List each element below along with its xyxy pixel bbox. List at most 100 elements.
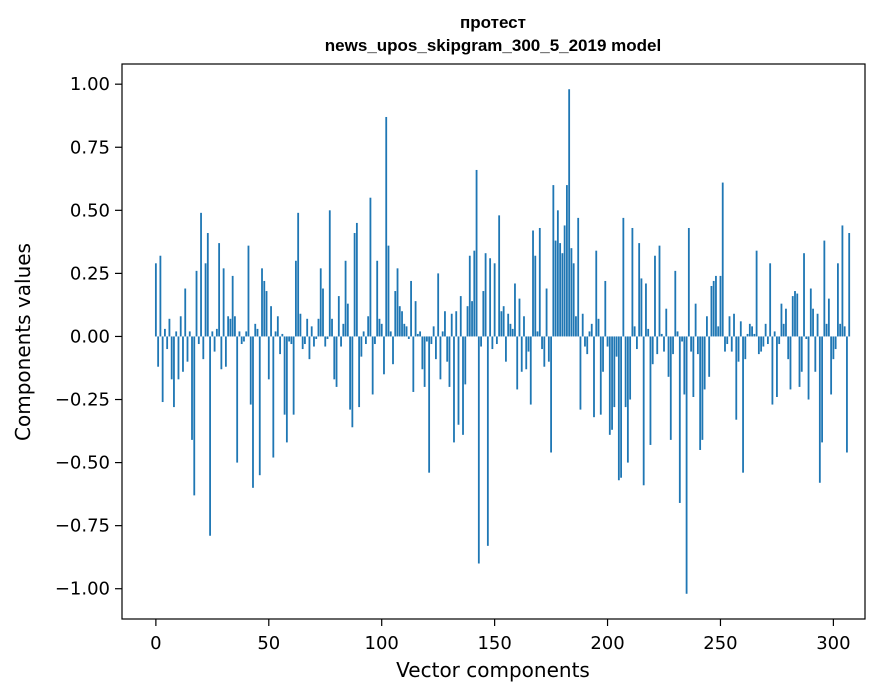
- bar-260: [742, 336, 744, 473]
- bar-129: [446, 336, 449, 362]
- x-axis-ticks: 0 50 100 150 200 250 300: [150, 619, 851, 654]
- bar-39: [243, 336, 245, 342]
- bar-263: [748, 323, 751, 337]
- bar-274: [773, 331, 776, 337]
- bar-133: [455, 311, 458, 337]
- bar-15: [188, 331, 191, 337]
- bar-8: [173, 336, 175, 408]
- bar-112: [407, 336, 410, 339]
- bar-236: [687, 227, 690, 337]
- bar-104: [389, 331, 392, 337]
- bar-137: [464, 336, 467, 385]
- bar-141: [473, 250, 476, 337]
- bar-100: [380, 323, 383, 337]
- bar-65: [301, 336, 304, 350]
- bar-218: [647, 328, 650, 337]
- bar-124: [435, 336, 437, 360]
- bar-286: [800, 336, 803, 372]
- bar-92: [362, 331, 365, 337]
- bar-227: [667, 336, 670, 377]
- bar-179: [559, 243, 562, 337]
- bar-157: [509, 323, 512, 337]
- bar-264: [751, 326, 753, 337]
- bar-30: [222, 268, 225, 337]
- bar-72: [317, 318, 320, 337]
- y-tick-label-1: −0.75: [55, 516, 110, 537]
- bar-117: [419, 331, 422, 337]
- bar-306: [846, 336, 848, 453]
- bar-108: [398, 306, 401, 337]
- bar-114: [412, 336, 415, 392]
- bar-167: [532, 230, 534, 337]
- bar-251: [721, 182, 724, 337]
- bar-0: [154, 263, 157, 337]
- bar-57: [283, 336, 286, 415]
- bar-226: [665, 308, 668, 337]
- bar-256: [733, 313, 735, 337]
- bar-97: [374, 336, 376, 345]
- y-tick-label-3: −0.25: [55, 390, 110, 411]
- bar-195: [595, 250, 598, 337]
- bar-106: [394, 291, 397, 337]
- bar-225: [663, 336, 665, 352]
- bar-303: [839, 323, 842, 337]
- bar-70: [313, 336, 315, 347]
- bar-136: [462, 336, 464, 435]
- y-tick-label-5: 0.25: [70, 263, 110, 284]
- chart-subtitle: news_upos_skipgram_300_5_2019 model: [325, 36, 661, 55]
- y-tick-label-4: 0.00: [70, 326, 110, 347]
- bar-278: [782, 323, 785, 337]
- bar-66: [304, 336, 306, 345]
- bar-181: [563, 225, 566, 337]
- bar-212: [633, 326, 636, 337]
- x-tick-label-250: 250: [703, 633, 737, 654]
- bar-56: [281, 333, 284, 337]
- bar-160: [516, 336, 519, 390]
- bar-254: [728, 316, 731, 337]
- bar-14: [186, 336, 189, 362]
- bar-76: [326, 336, 329, 339]
- x-tick-label-100: 100: [365, 633, 399, 654]
- bar-204: [615, 336, 618, 357]
- bar-40: [245, 331, 248, 337]
- bar-220: [651, 336, 654, 365]
- y-axis-label: Components values: [11, 243, 35, 441]
- bar-27: [215, 328, 218, 337]
- bar-190: [584, 336, 586, 347]
- bar-250: [719, 275, 722, 337]
- bar-298: [827, 298, 830, 337]
- bar-75: [324, 336, 327, 347]
- bar-176: [552, 185, 555, 337]
- bar-44: [254, 323, 257, 337]
- bar-93: [365, 336, 367, 345]
- bar-281: [789, 336, 792, 390]
- y-tick-label-0: −1.00: [55, 579, 110, 600]
- bar-29: [220, 336, 223, 370]
- bar-118: [421, 336, 424, 370]
- bar-269: [762, 336, 765, 347]
- bar-111: [405, 326, 408, 337]
- bar-36: [236, 336, 239, 463]
- bar-262: [746, 333, 749, 337]
- bar-187: [577, 217, 580, 337]
- bar-219: [649, 336, 652, 445]
- bar-276: [778, 336, 781, 345]
- bar-145: [482, 291, 485, 337]
- bar-222: [656, 336, 659, 355]
- bar-10: [177, 336, 180, 380]
- bar-175: [550, 336, 552, 453]
- x-tick-label-150: 150: [477, 633, 511, 654]
- bar-88: [353, 233, 356, 337]
- bar-5: [166, 336, 169, 350]
- plot-frame: [121, 63, 866, 620]
- bar-168: [534, 255, 537, 337]
- bar-21: [202, 336, 205, 360]
- bar-102: [385, 116, 388, 337]
- bar-202: [611, 336, 613, 430]
- bar-245: [708, 336, 711, 377]
- bar-73: [319, 268, 322, 337]
- bar-161: [518, 298, 521, 337]
- bar-231: [676, 331, 679, 337]
- bar-150: [493, 263, 496, 337]
- bar-215: [640, 278, 643, 337]
